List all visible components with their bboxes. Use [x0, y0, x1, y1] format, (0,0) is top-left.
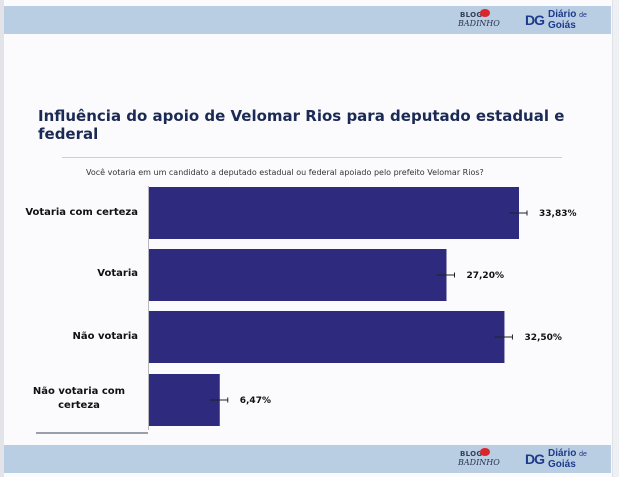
chart-subtitle: Você votaria em um candidato a deputado …	[86, 168, 484, 177]
value-label-2: 27,20%	[466, 271, 504, 281]
chart-title: Influência do apoio de Velomar Rios para…	[38, 107, 565, 143]
bar-2	[149, 249, 447, 301]
category-label-votaria-com-certeza: Votaria com certeza	[25, 207, 138, 218]
blog-logo-line2: BADINHO	[458, 19, 500, 28]
blog-logo-footer-line2: BADINHO	[458, 458, 500, 467]
left-frame-edge	[0, 0, 4, 477]
blog-logo-footer-line1: BLOG	[460, 450, 483, 458]
speech-bubble-icon	[480, 9, 490, 17]
error-bar-2	[436, 272, 455, 278]
category-axis	[148, 186, 149, 430]
dg-name-footer: Diário de Goiás	[548, 448, 587, 470]
blog-logo: BLOG BADINHO	[452, 8, 500, 32]
header-band: BLOG BADINHO DG Diário de Goiás	[4, 6, 611, 34]
speech-bubble-icon	[480, 448, 490, 456]
bar-4	[149, 374, 220, 426]
error-bar-1	[509, 210, 528, 216]
blog-logo-line1: BLOG	[460, 11, 483, 19]
dg-mark-footer: DG	[525, 451, 545, 467]
bar-1	[149, 187, 519, 239]
title-divider	[62, 157, 562, 158]
bar-3	[149, 311, 505, 363]
value-label-4: 6,47%	[240, 396, 271, 406]
diario-de-goias-logo: DG Diário de Goiás	[525, 8, 611, 32]
dg-name: Diário de Goiás	[548, 9, 587, 31]
error-bar-3	[494, 334, 513, 340]
category-label-nao-votaria: Não votaria	[72, 331, 139, 342]
right-scrollbar[interactable]	[612, 0, 619, 477]
error-bar-4	[209, 397, 229, 403]
footer-band: BLOG BADINHO DG Diário de Goiás	[4, 445, 611, 473]
category-label-votaria: Votaria	[97, 268, 138, 279]
value-label-1: 33,83%	[539, 209, 577, 219]
bottom-divider	[36, 432, 148, 434]
category-label-nao-votaria-com-certeza: Não votaria com certeza	[32, 386, 126, 411]
dg-mark: DG	[525, 12, 545, 28]
blog-logo-footer: BLOG BADINHO	[452, 447, 500, 471]
value-label-3: 32,50%	[524, 333, 562, 343]
diario-de-goias-logo-footer: DG Diário de Goiás	[525, 447, 611, 471]
